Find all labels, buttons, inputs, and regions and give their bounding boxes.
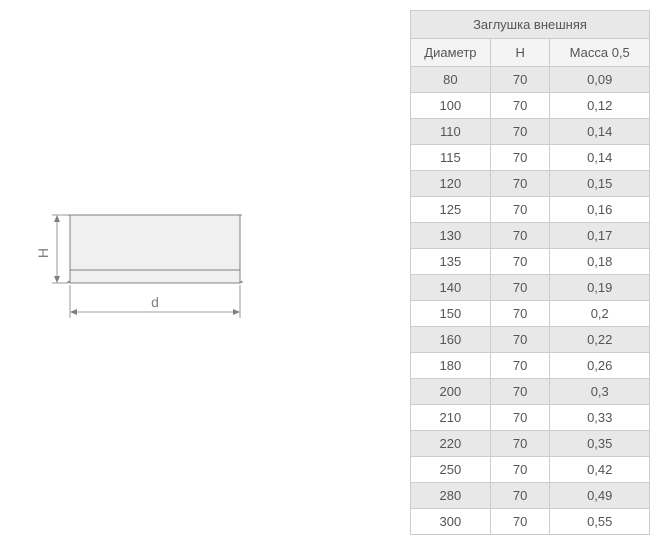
dim-label-d: d bbox=[151, 294, 159, 310]
table-body: 80700,09100700,12110700,14115700,1412070… bbox=[411, 67, 650, 535]
table-cell: 70 bbox=[490, 171, 550, 197]
table-row: 280700,49 bbox=[411, 483, 650, 509]
table-cell: 0,33 bbox=[550, 405, 650, 431]
table-cell: 0,42 bbox=[550, 457, 650, 483]
table-cell: 70 bbox=[490, 275, 550, 301]
table-cell: 160 bbox=[411, 327, 491, 353]
table-cell: 70 bbox=[490, 197, 550, 223]
table-row: 160700,22 bbox=[411, 327, 650, 353]
table-cell: 70 bbox=[490, 431, 550, 457]
table-cell: 120 bbox=[411, 171, 491, 197]
table-cell: 70 bbox=[490, 119, 550, 145]
table-cell: 70 bbox=[490, 483, 550, 509]
table-cell: 0,55 bbox=[550, 509, 650, 535]
table-cell: 0,49 bbox=[550, 483, 650, 509]
table-cell: 150 bbox=[411, 301, 491, 327]
table-cell: 0,2 bbox=[550, 301, 650, 327]
table-row: 180700,26 bbox=[411, 353, 650, 379]
col-header-h: H bbox=[490, 39, 550, 67]
table-panel: Заглушка внешняя Диаметр H Масса 0,5 807… bbox=[410, 0, 650, 557]
table-row: 200700,3 bbox=[411, 379, 650, 405]
table-row: 80700,09 bbox=[411, 67, 650, 93]
table-cell: 200 bbox=[411, 379, 491, 405]
table-row: 210700,33 bbox=[411, 405, 650, 431]
table-title: Заглушка внешняя bbox=[411, 11, 650, 39]
table-cell: 0,14 bbox=[550, 119, 650, 145]
table-cell: 0,3 bbox=[550, 379, 650, 405]
table-cell: 0,18 bbox=[550, 249, 650, 275]
table-cell: 210 bbox=[411, 405, 491, 431]
table-cell: 0,15 bbox=[550, 171, 650, 197]
table-cell: 0,35 bbox=[550, 431, 650, 457]
table-cell: 125 bbox=[411, 197, 491, 223]
table-cell: 140 bbox=[411, 275, 491, 301]
table-cell: 80 bbox=[411, 67, 491, 93]
table-cell: 135 bbox=[411, 249, 491, 275]
table-cell: 0,16 bbox=[550, 197, 650, 223]
table-cell: 110 bbox=[411, 119, 491, 145]
table-cell: 70 bbox=[490, 405, 550, 431]
table-cell: 180 bbox=[411, 353, 491, 379]
table-row: 150700,2 bbox=[411, 301, 650, 327]
table-row: 125700,16 bbox=[411, 197, 650, 223]
dim-label-h: H bbox=[35, 248, 51, 258]
table-cell: 100 bbox=[411, 93, 491, 119]
table-cell: 70 bbox=[490, 353, 550, 379]
table-cell: 0,26 bbox=[550, 353, 650, 379]
col-header-mass: Масса 0,5 bbox=[550, 39, 650, 67]
table-cell: 0,22 bbox=[550, 327, 650, 353]
table-cell: 70 bbox=[490, 457, 550, 483]
table-cell: 70 bbox=[490, 145, 550, 171]
table-row: 100700,12 bbox=[411, 93, 650, 119]
table-cell: 0,19 bbox=[550, 275, 650, 301]
table-row: 140700,19 bbox=[411, 275, 650, 301]
table-cell: 300 bbox=[411, 509, 491, 535]
table-cell: 115 bbox=[411, 145, 491, 171]
table-cell: 70 bbox=[490, 93, 550, 119]
table-cell: 70 bbox=[490, 223, 550, 249]
table-cell: 250 bbox=[411, 457, 491, 483]
technical-drawing: H d bbox=[20, 210, 280, 345]
table-cell: 130 bbox=[411, 223, 491, 249]
table-cell: 70 bbox=[490, 379, 550, 405]
table-cell: 70 bbox=[490, 249, 550, 275]
spec-table: Заглушка внешняя Диаметр H Масса 0,5 807… bbox=[410, 10, 650, 535]
table-cell: 70 bbox=[490, 301, 550, 327]
table-row: 300700,55 bbox=[411, 509, 650, 535]
table-cell: 220 bbox=[411, 431, 491, 457]
table-row: 220700,35 bbox=[411, 431, 650, 457]
diagram-panel: H d bbox=[0, 0, 410, 557]
table-cell: 0,09 bbox=[550, 67, 650, 93]
table-row: 135700,18 bbox=[411, 249, 650, 275]
drawing-svg: H d bbox=[20, 210, 280, 340]
table-row: 120700,15 bbox=[411, 171, 650, 197]
table-cell: 0,17 bbox=[550, 223, 650, 249]
table-row: 110700,14 bbox=[411, 119, 650, 145]
table-row: 130700,17 bbox=[411, 223, 650, 249]
col-header-diameter: Диаметр bbox=[411, 39, 491, 67]
table-cell: 0,12 bbox=[550, 93, 650, 119]
table-row: 250700,42 bbox=[411, 457, 650, 483]
table-cell: 70 bbox=[490, 509, 550, 535]
table-cell: 70 bbox=[490, 67, 550, 93]
table-cell: 0,14 bbox=[550, 145, 650, 171]
table-row: 115700,14 bbox=[411, 145, 650, 171]
table-cell: 280 bbox=[411, 483, 491, 509]
table-cell: 70 bbox=[490, 327, 550, 353]
